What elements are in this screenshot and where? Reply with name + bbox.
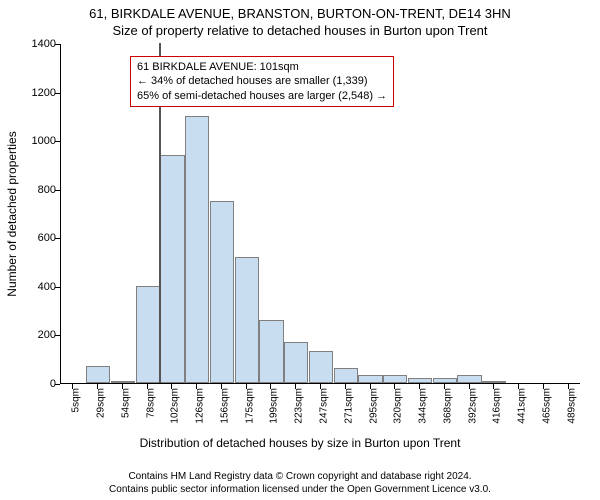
bar [86,366,110,383]
x-tick-label: 271sqm [343,388,354,424]
y-tick-label: 1400 [16,38,56,50]
x-tick-label: 175sqm [244,388,255,424]
x-axis-label: Distribution of detached houses by size … [0,436,600,450]
y-tick-mark [55,384,60,385]
y-tick-mark [55,93,60,94]
bar [383,375,407,384]
y-tick-mark [55,141,60,142]
y-tick-label: 1200 [16,87,56,99]
x-tick-label: 489sqm [566,388,577,424]
bar [482,381,506,383]
y-tick-label: 600 [16,232,56,244]
bar [334,368,358,383]
bar [259,320,283,383]
footer-line-1: Contains HM Land Registry data © Crown c… [0,470,600,483]
annotation-line: ← 34% of detached houses are smaller (1,… [137,74,387,88]
title-sub: Size of property relative to detached ho… [0,23,600,38]
x-tick-label: 54sqm [120,388,131,418]
bar [284,342,308,383]
annotation-line: 65% of semi-detached houses are larger (… [137,89,387,103]
x-tick-label: 368sqm [442,388,453,424]
bar [457,375,481,384]
x-tick-label: 29sqm [96,388,107,418]
x-tick-label: 295sqm [368,388,379,424]
title-main: 61, BIRKDALE AVENUE, BRANSTON, BURTON-ON… [0,6,600,21]
bar [433,378,457,383]
bar [309,351,333,383]
annotation-line: 61 BIRKDALE AVENUE: 101sqm [137,60,387,74]
bar [210,201,234,383]
bar [160,155,184,383]
x-tick-label: 199sqm [269,388,280,424]
y-tick-label: 200 [16,329,56,341]
x-tick-label: 156sqm [219,388,230,424]
bar [408,378,432,383]
x-tick-label: 344sqm [418,388,429,424]
y-tick-label: 0 [16,378,56,390]
x-tick-label: 102sqm [170,388,181,424]
footer: Contains HM Land Registry data © Crown c… [0,470,600,496]
chart: Number of detached properties 0200400600… [60,44,580,384]
x-tick-label: 126sqm [195,388,206,424]
bar [235,257,259,383]
x-tick-label: 441sqm [517,388,528,424]
x-tick-label: 5sqm [71,388,82,412]
y-tick-mark [55,44,60,45]
y-tick-label: 1000 [16,135,56,147]
bar [185,116,209,383]
y-tick-mark [55,335,60,336]
bar [111,381,135,383]
bar [136,286,160,383]
y-tick-label: 400 [16,281,56,293]
x-tick-label: 223sqm [294,388,305,424]
y-tick-label: 800 [16,184,56,196]
y-tick-mark [55,190,60,191]
y-tick-mark [55,238,60,239]
y-tick-mark [55,287,60,288]
x-tick-label: 416sqm [492,388,503,424]
footer-line-2: Contains public sector information licen… [0,483,600,496]
x-tick-label: 320sqm [393,388,404,424]
bar [358,375,382,384]
x-tick-label: 78sqm [145,388,156,418]
y-axis-label: Number of detached properties [5,131,19,296]
x-tick-label: 392sqm [467,388,478,424]
x-tick-label: 247sqm [319,388,330,424]
annotation-box: 61 BIRKDALE AVENUE: 101sqm← 34% of detac… [130,56,394,107]
x-tick-label: 465sqm [541,388,552,424]
